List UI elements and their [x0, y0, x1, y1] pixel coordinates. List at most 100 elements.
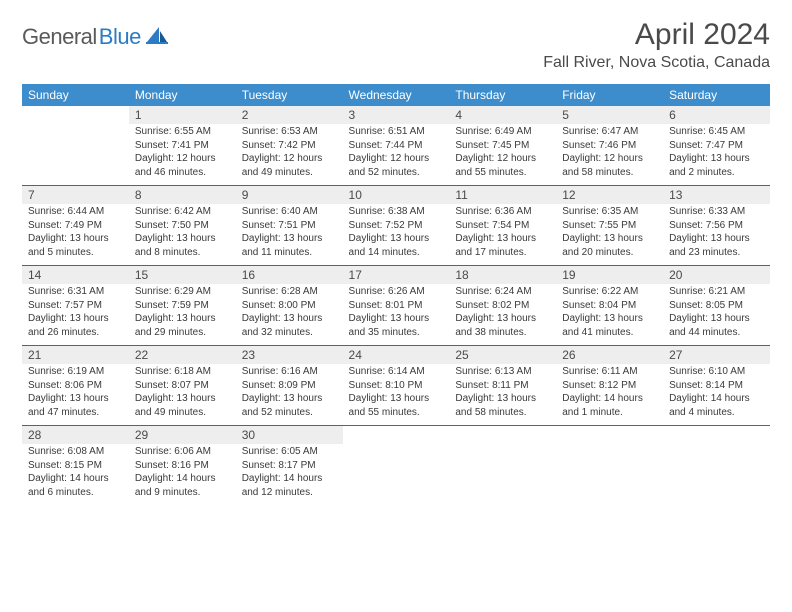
day-detail: Sunrise: 6:08 AMSunset: 8:15 PMDaylight:…	[22, 444, 129, 505]
day-number	[22, 106, 129, 124]
detail-row: Sunrise: 6:44 AMSunset: 7:49 PMDaylight:…	[22, 204, 770, 266]
detail-line: Sunrise: 6:11 AM	[562, 365, 657, 379]
day-number: 20	[663, 266, 770, 284]
detail-line: Sunrise: 6:22 AM	[562, 285, 657, 299]
detail-line: Daylight: 13 hours	[135, 312, 230, 326]
detail-line: and 12 minutes.	[242, 486, 337, 500]
day-number	[343, 426, 450, 444]
detail-line: Sunrise: 6:10 AM	[669, 365, 764, 379]
day-detail: Sunrise: 6:42 AMSunset: 7:50 PMDaylight:…	[129, 204, 236, 266]
day-detail	[22, 124, 129, 186]
detail-line: Sunset: 7:56 PM	[669, 219, 764, 233]
day-detail: Sunrise: 6:21 AMSunset: 8:05 PMDaylight:…	[663, 284, 770, 346]
detail-line: and 14 minutes.	[349, 246, 444, 260]
day-number: 15	[129, 266, 236, 284]
detail-line: Daylight: 13 hours	[28, 312, 123, 326]
day-detail: Sunrise: 6:29 AMSunset: 7:59 PMDaylight:…	[129, 284, 236, 346]
detail-line: and 44 minutes.	[669, 326, 764, 340]
detail-line: and 29 minutes.	[135, 326, 230, 340]
detail-line: Daylight: 13 hours	[135, 232, 230, 246]
day-number	[449, 426, 556, 444]
detail-line: and 55 minutes.	[349, 406, 444, 420]
detail-line: and 6 minutes.	[28, 486, 123, 500]
detail-line: and 9 minutes.	[135, 486, 230, 500]
detail-line: and 47 minutes.	[28, 406, 123, 420]
day-detail: Sunrise: 6:51 AMSunset: 7:44 PMDaylight:…	[343, 124, 450, 186]
day-detail: Sunrise: 6:14 AMSunset: 8:10 PMDaylight:…	[343, 364, 450, 426]
detail-line: Sunrise: 6:53 AM	[242, 125, 337, 139]
detail-line: Sunset: 7:45 PM	[455, 139, 550, 153]
day-number: 10	[343, 186, 450, 204]
detail-line: Sunset: 8:02 PM	[455, 299, 550, 313]
month-title: April 2024	[543, 18, 770, 52]
detail-line: Sunset: 8:05 PM	[669, 299, 764, 313]
logo: GeneralBlue	[22, 24, 169, 50]
day-detail: Sunrise: 6:40 AMSunset: 7:51 PMDaylight:…	[236, 204, 343, 266]
day-number: 14	[22, 266, 129, 284]
detail-line: Daylight: 13 hours	[28, 232, 123, 246]
day-number: 18	[449, 266, 556, 284]
detail-line: Sunrise: 6:06 AM	[135, 445, 230, 459]
day-number	[663, 426, 770, 444]
detail-line: Sunset: 7:41 PM	[135, 139, 230, 153]
detail-line: Daylight: 12 hours	[242, 152, 337, 166]
detail-line: Sunrise: 6:49 AM	[455, 125, 550, 139]
detail-line: Daylight: 13 hours	[669, 232, 764, 246]
day-detail: Sunrise: 6:11 AMSunset: 8:12 PMDaylight:…	[556, 364, 663, 426]
day-number: 3	[343, 106, 450, 124]
dow-header: Monday	[129, 84, 236, 106]
day-number: 25	[449, 346, 556, 364]
logo-text-2: Blue	[99, 24, 141, 50]
detail-line: Sunset: 7:51 PM	[242, 219, 337, 233]
detail-line: and 11 minutes.	[242, 246, 337, 260]
day-number: 1	[129, 106, 236, 124]
daynum-row: 14151617181920	[22, 266, 770, 284]
detail-line: and 26 minutes.	[28, 326, 123, 340]
detail-line: and 35 minutes.	[349, 326, 444, 340]
dow-header: Sunday	[22, 84, 129, 106]
detail-line: Sunset: 7:52 PM	[349, 219, 444, 233]
detail-line: Sunrise: 6:40 AM	[242, 205, 337, 219]
day-number: 7	[22, 186, 129, 204]
detail-line: Daylight: 13 hours	[455, 392, 550, 406]
detail-line: Sunrise: 6:24 AM	[455, 285, 550, 299]
day-detail: Sunrise: 6:31 AMSunset: 7:57 PMDaylight:…	[22, 284, 129, 346]
detail-line: and 41 minutes.	[562, 326, 657, 340]
daynum-row: 282930	[22, 426, 770, 444]
detail-line: Daylight: 14 hours	[28, 472, 123, 486]
detail-line: Daylight: 12 hours	[349, 152, 444, 166]
day-detail: Sunrise: 6:38 AMSunset: 7:52 PMDaylight:…	[343, 204, 450, 266]
detail-line: Sunrise: 6:19 AM	[28, 365, 123, 379]
day-detail: Sunrise: 6:13 AMSunset: 8:11 PMDaylight:…	[449, 364, 556, 426]
day-detail: Sunrise: 6:19 AMSunset: 8:06 PMDaylight:…	[22, 364, 129, 426]
detail-line: and 20 minutes.	[562, 246, 657, 260]
detail-line: Sunrise: 6:51 AM	[349, 125, 444, 139]
detail-line: Sunrise: 6:35 AM	[562, 205, 657, 219]
day-number: 24	[343, 346, 450, 364]
day-detail: Sunrise: 6:28 AMSunset: 8:00 PMDaylight:…	[236, 284, 343, 346]
detail-line: Sunrise: 6:05 AM	[242, 445, 337, 459]
detail-line: Sunset: 8:06 PM	[28, 379, 123, 393]
day-number: 21	[22, 346, 129, 364]
detail-line: Daylight: 13 hours	[28, 392, 123, 406]
detail-line: Daylight: 13 hours	[669, 152, 764, 166]
detail-line: and 2 minutes.	[669, 166, 764, 180]
day-number: 16	[236, 266, 343, 284]
detail-line: Sunset: 7:49 PM	[28, 219, 123, 233]
detail-line: Daylight: 13 hours	[242, 392, 337, 406]
detail-line: Sunset: 7:47 PM	[669, 139, 764, 153]
detail-line: and 5 minutes.	[28, 246, 123, 260]
detail-line: Daylight: 13 hours	[135, 392, 230, 406]
day-detail: Sunrise: 6:45 AMSunset: 7:47 PMDaylight:…	[663, 124, 770, 186]
detail-line: Sunset: 7:42 PM	[242, 139, 337, 153]
detail-line: Sunset: 8:07 PM	[135, 379, 230, 393]
day-detail: Sunrise: 6:53 AMSunset: 7:42 PMDaylight:…	[236, 124, 343, 186]
detail-line: Sunrise: 6:55 AM	[135, 125, 230, 139]
day-number: 8	[129, 186, 236, 204]
detail-line: Sunrise: 6:18 AM	[135, 365, 230, 379]
day-detail: Sunrise: 6:18 AMSunset: 8:07 PMDaylight:…	[129, 364, 236, 426]
detail-line: Daylight: 13 hours	[349, 232, 444, 246]
logo-text-1: General	[22, 24, 97, 50]
detail-line: Sunset: 8:09 PM	[242, 379, 337, 393]
day-detail: Sunrise: 6:05 AMSunset: 8:17 PMDaylight:…	[236, 444, 343, 505]
